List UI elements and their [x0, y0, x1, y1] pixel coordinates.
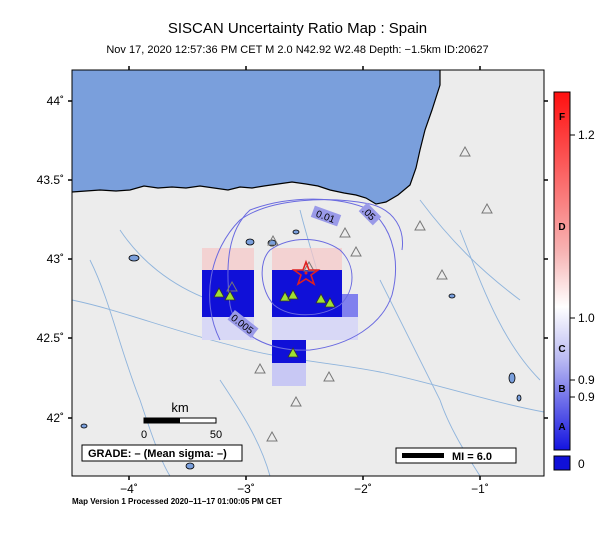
colorbar-value-1-0: 1.0 [578, 311, 595, 325]
colorbar-value-0-9a: 0.9 [578, 373, 595, 387]
grade-letter-a: A [558, 422, 565, 433]
sea-area [72, 70, 440, 204]
lon-label-minus-3: −3˚ [237, 482, 255, 496]
station-triangle [254, 362, 266, 374]
scale-tick-end: 50 [210, 429, 222, 441]
colorbar-value-1-2: 1.2 [578, 128, 595, 142]
longitude-labels: −4˚ −3˚ −2˚ −1˚ [120, 482, 489, 496]
lon-label-minus-1: −1˚ [471, 482, 489, 496]
epicenter-star [291, 259, 321, 286]
coastline [72, 70, 441, 205]
grade-box: GRADE: – (Mean sigma: –) [81, 444, 243, 462]
scale-unit: km [171, 400, 188, 415]
grade-letter-b: B [558, 384, 565, 395]
epicenter-dot [304, 271, 308, 275]
scale-tick-start: 0 [141, 429, 147, 441]
station-triangle [303, 260, 315, 272]
station-triangle [323, 370, 335, 382]
lon-label-minus-2: −2˚ [354, 482, 372, 496]
station-triangle [481, 202, 493, 214]
mi-text: MI = 6.0 [452, 451, 492, 463]
mi-box: MI = 6.0 [395, 447, 517, 464]
station-triangle-active [287, 347, 299, 358]
map-frame [71, 69, 545, 477]
station-triangle-active [224, 290, 236, 301]
frame-ticks [68, 66, 548, 480]
station-triangle [436, 268, 448, 280]
grade-text: GRADE: – (Mean sigma: –) [88, 448, 227, 460]
station-triangle [459, 145, 471, 157]
station-triangle-active [324, 297, 336, 308]
colorbar-value-0-9b: 0.9 [578, 390, 595, 404]
station-triangle [414, 219, 426, 231]
lat-label-43-5: 43.5˚ [37, 173, 64, 187]
station-triangle-active [287, 289, 299, 300]
station-triangle [339, 226, 351, 238]
lat-label-42-5: 42.5˚ [37, 331, 64, 345]
station-triangle-active [279, 291, 291, 302]
map-title: SISCAN Uncertainty Ratio Map : Spain [167, 20, 428, 37]
stations-active [213, 287, 336, 358]
lat-label-44: 44˚ [47, 94, 64, 108]
station-triangle-active [315, 293, 327, 304]
latitude-labels: 44˚ 43.5˚ 43˚ 42.5˚ 42˚ [37, 94, 64, 425]
station-triangle [267, 234, 279, 246]
station-triangle [350, 245, 362, 257]
scale-bar: km 0 50 [141, 400, 222, 441]
processing-footer: Map Version 1 Processed 2020−11−17 01:00… [72, 497, 282, 506]
lat-label-42: 42˚ [47, 411, 64, 425]
station-triangle-active [213, 287, 225, 298]
grade-letter-c: C [558, 344, 565, 355]
station-triangle [266, 430, 278, 442]
colorbar: F D C B A 1.2 1.0 0.9 0.9 0 [553, 91, 595, 471]
lat-label-43: 43˚ [47, 252, 64, 266]
grade-letter-d: D [558, 222, 565, 233]
station-triangle [226, 280, 238, 292]
lon-label-minus-4: −4˚ [120, 482, 138, 496]
contour-labels: 0.01 0.005 .05 [227, 202, 382, 338]
station-triangle [290, 395, 302, 407]
colorbar-value-0: 0 [578, 457, 585, 471]
grade-letter-f: F [559, 112, 565, 123]
stations-inactive [226, 145, 493, 442]
event-subtitle: Nov 17, 2020 12:57:36 PM CET M 2.0 N42.9… [106, 44, 489, 56]
